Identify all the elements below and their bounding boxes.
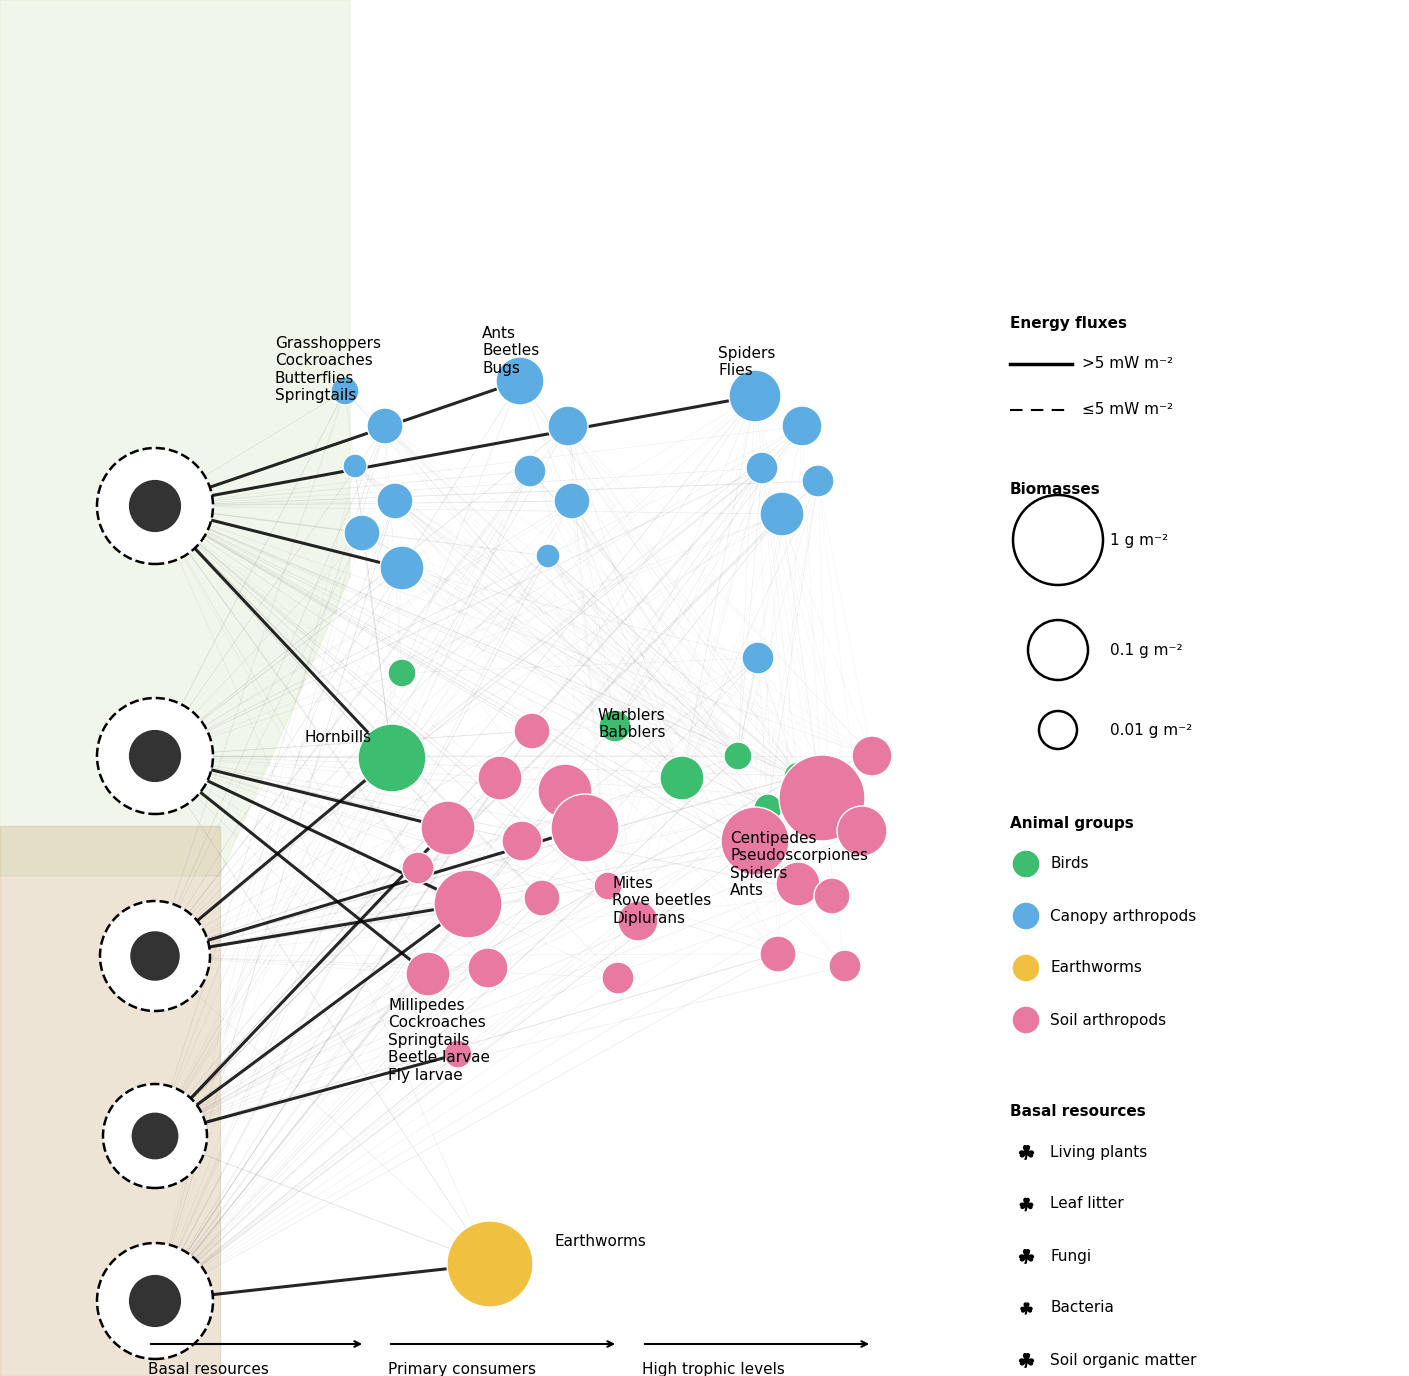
Text: Mites
Rove beetles
Diplurans: Mites Rove beetles Diplurans — [612, 877, 712, 926]
Text: Bacteria: Bacteria — [1050, 1300, 1115, 1315]
Circle shape — [380, 546, 424, 590]
Text: Ants
Beetles
Bugs: Ants Beetles Bugs — [482, 326, 540, 376]
Polygon shape — [0, 826, 220, 1376]
Text: 0.1 g m⁻²: 0.1 g m⁻² — [1110, 643, 1182, 658]
Text: Primary consumers: Primary consumers — [387, 1362, 535, 1376]
Text: 0.01 g m⁻²: 0.01 g m⁻² — [1110, 722, 1192, 738]
Circle shape — [478, 755, 521, 799]
Circle shape — [802, 465, 834, 497]
Text: Warblers
Babblers: Warblers Babblers — [597, 709, 665, 740]
Circle shape — [595, 872, 621, 900]
Circle shape — [837, 806, 888, 856]
Text: Basal resources: Basal resources — [1010, 1104, 1146, 1119]
Circle shape — [358, 724, 426, 793]
Circle shape — [782, 406, 821, 446]
Circle shape — [599, 710, 631, 742]
Circle shape — [131, 1113, 179, 1160]
Text: Living plants: Living plants — [1050, 1145, 1147, 1160]
Circle shape — [514, 713, 550, 749]
Circle shape — [754, 794, 782, 821]
Text: Soil arthropods: Soil arthropods — [1050, 1013, 1167, 1028]
Text: Leaf litter: Leaf litter — [1050, 1197, 1124, 1211]
Circle shape — [776, 861, 820, 905]
Text: Fungi: Fungi — [1050, 1248, 1091, 1263]
Text: High trophic levels: High trophic levels — [643, 1362, 785, 1376]
Circle shape — [1012, 903, 1040, 930]
Circle shape — [852, 736, 892, 776]
Circle shape — [548, 406, 588, 446]
Text: ≤5 mW m⁻²: ≤5 mW m⁻² — [1082, 403, 1174, 417]
Circle shape — [130, 932, 180, 981]
Text: Hornbills: Hornbills — [304, 731, 372, 746]
Text: Birds: Birds — [1050, 856, 1089, 871]
Text: Energy fluxes: Energy fluxes — [1010, 316, 1127, 332]
Circle shape — [402, 852, 434, 883]
Circle shape — [659, 755, 704, 799]
Circle shape — [421, 801, 475, 854]
Circle shape — [538, 764, 592, 817]
Circle shape — [128, 1276, 182, 1326]
Text: Centipedes
Pseudoscorpiones
Spiders
Ants: Centipedes Pseudoscorpiones Spiders Ants — [730, 831, 868, 899]
Circle shape — [514, 455, 547, 487]
Text: >5 mW m⁻²: >5 mW m⁻² — [1082, 356, 1174, 372]
Text: Biomasses: Biomasses — [1010, 482, 1100, 497]
Circle shape — [1012, 850, 1040, 878]
Circle shape — [535, 544, 559, 568]
Text: Canopy arthropods: Canopy arthropods — [1050, 908, 1196, 923]
Circle shape — [468, 948, 509, 988]
Circle shape — [342, 454, 366, 477]
Circle shape — [724, 742, 752, 771]
Circle shape — [745, 451, 778, 484]
Circle shape — [444, 1040, 472, 1068]
Circle shape — [103, 1084, 207, 1187]
Circle shape — [502, 821, 542, 861]
Circle shape — [447, 1221, 533, 1307]
Circle shape — [551, 794, 619, 861]
Text: Soil organic matter: Soil organic matter — [1050, 1353, 1196, 1368]
Circle shape — [128, 729, 182, 782]
Circle shape — [331, 377, 359, 405]
Circle shape — [602, 962, 634, 993]
Circle shape — [743, 643, 774, 674]
Circle shape — [100, 901, 210, 1011]
Text: Basal resources: Basal resources — [148, 1362, 269, 1376]
Circle shape — [128, 480, 182, 533]
Circle shape — [1012, 954, 1040, 982]
Circle shape — [619, 901, 658, 941]
Circle shape — [97, 698, 213, 815]
Circle shape — [759, 493, 805, 537]
Circle shape — [759, 936, 796, 971]
Text: Animal groups: Animal groups — [1010, 816, 1134, 831]
Circle shape — [97, 1243, 213, 1359]
Circle shape — [406, 952, 449, 996]
Circle shape — [434, 870, 502, 938]
Circle shape — [387, 659, 416, 687]
Circle shape — [728, 370, 781, 422]
Text: Grasshoppers
Cockroaches
Butterflies
Springtails: Grasshoppers Cockroaches Butterflies Spr… — [275, 336, 380, 403]
Circle shape — [554, 483, 590, 519]
Text: Earthworms: Earthworms — [555, 1233, 647, 1248]
Circle shape — [97, 449, 213, 564]
Circle shape — [814, 878, 850, 914]
Circle shape — [783, 762, 812, 790]
Circle shape — [344, 515, 380, 550]
Circle shape — [828, 949, 861, 982]
Circle shape — [496, 356, 544, 405]
Text: Millipedes
Cockroaches
Springtails
Beetle larvae
Fly larvae: Millipedes Cockroaches Springtails Beetl… — [387, 998, 490, 1083]
Circle shape — [1012, 1006, 1040, 1033]
Circle shape — [721, 806, 789, 875]
Text: Spiders
Flies: Spiders Flies — [719, 345, 775, 378]
Circle shape — [378, 483, 413, 519]
Circle shape — [366, 409, 403, 444]
Circle shape — [524, 881, 559, 916]
Text: Earthworms: Earthworms — [1050, 960, 1141, 976]
Text: 1 g m⁻²: 1 g m⁻² — [1110, 533, 1168, 548]
Polygon shape — [0, 0, 349, 877]
Circle shape — [779, 755, 865, 841]
